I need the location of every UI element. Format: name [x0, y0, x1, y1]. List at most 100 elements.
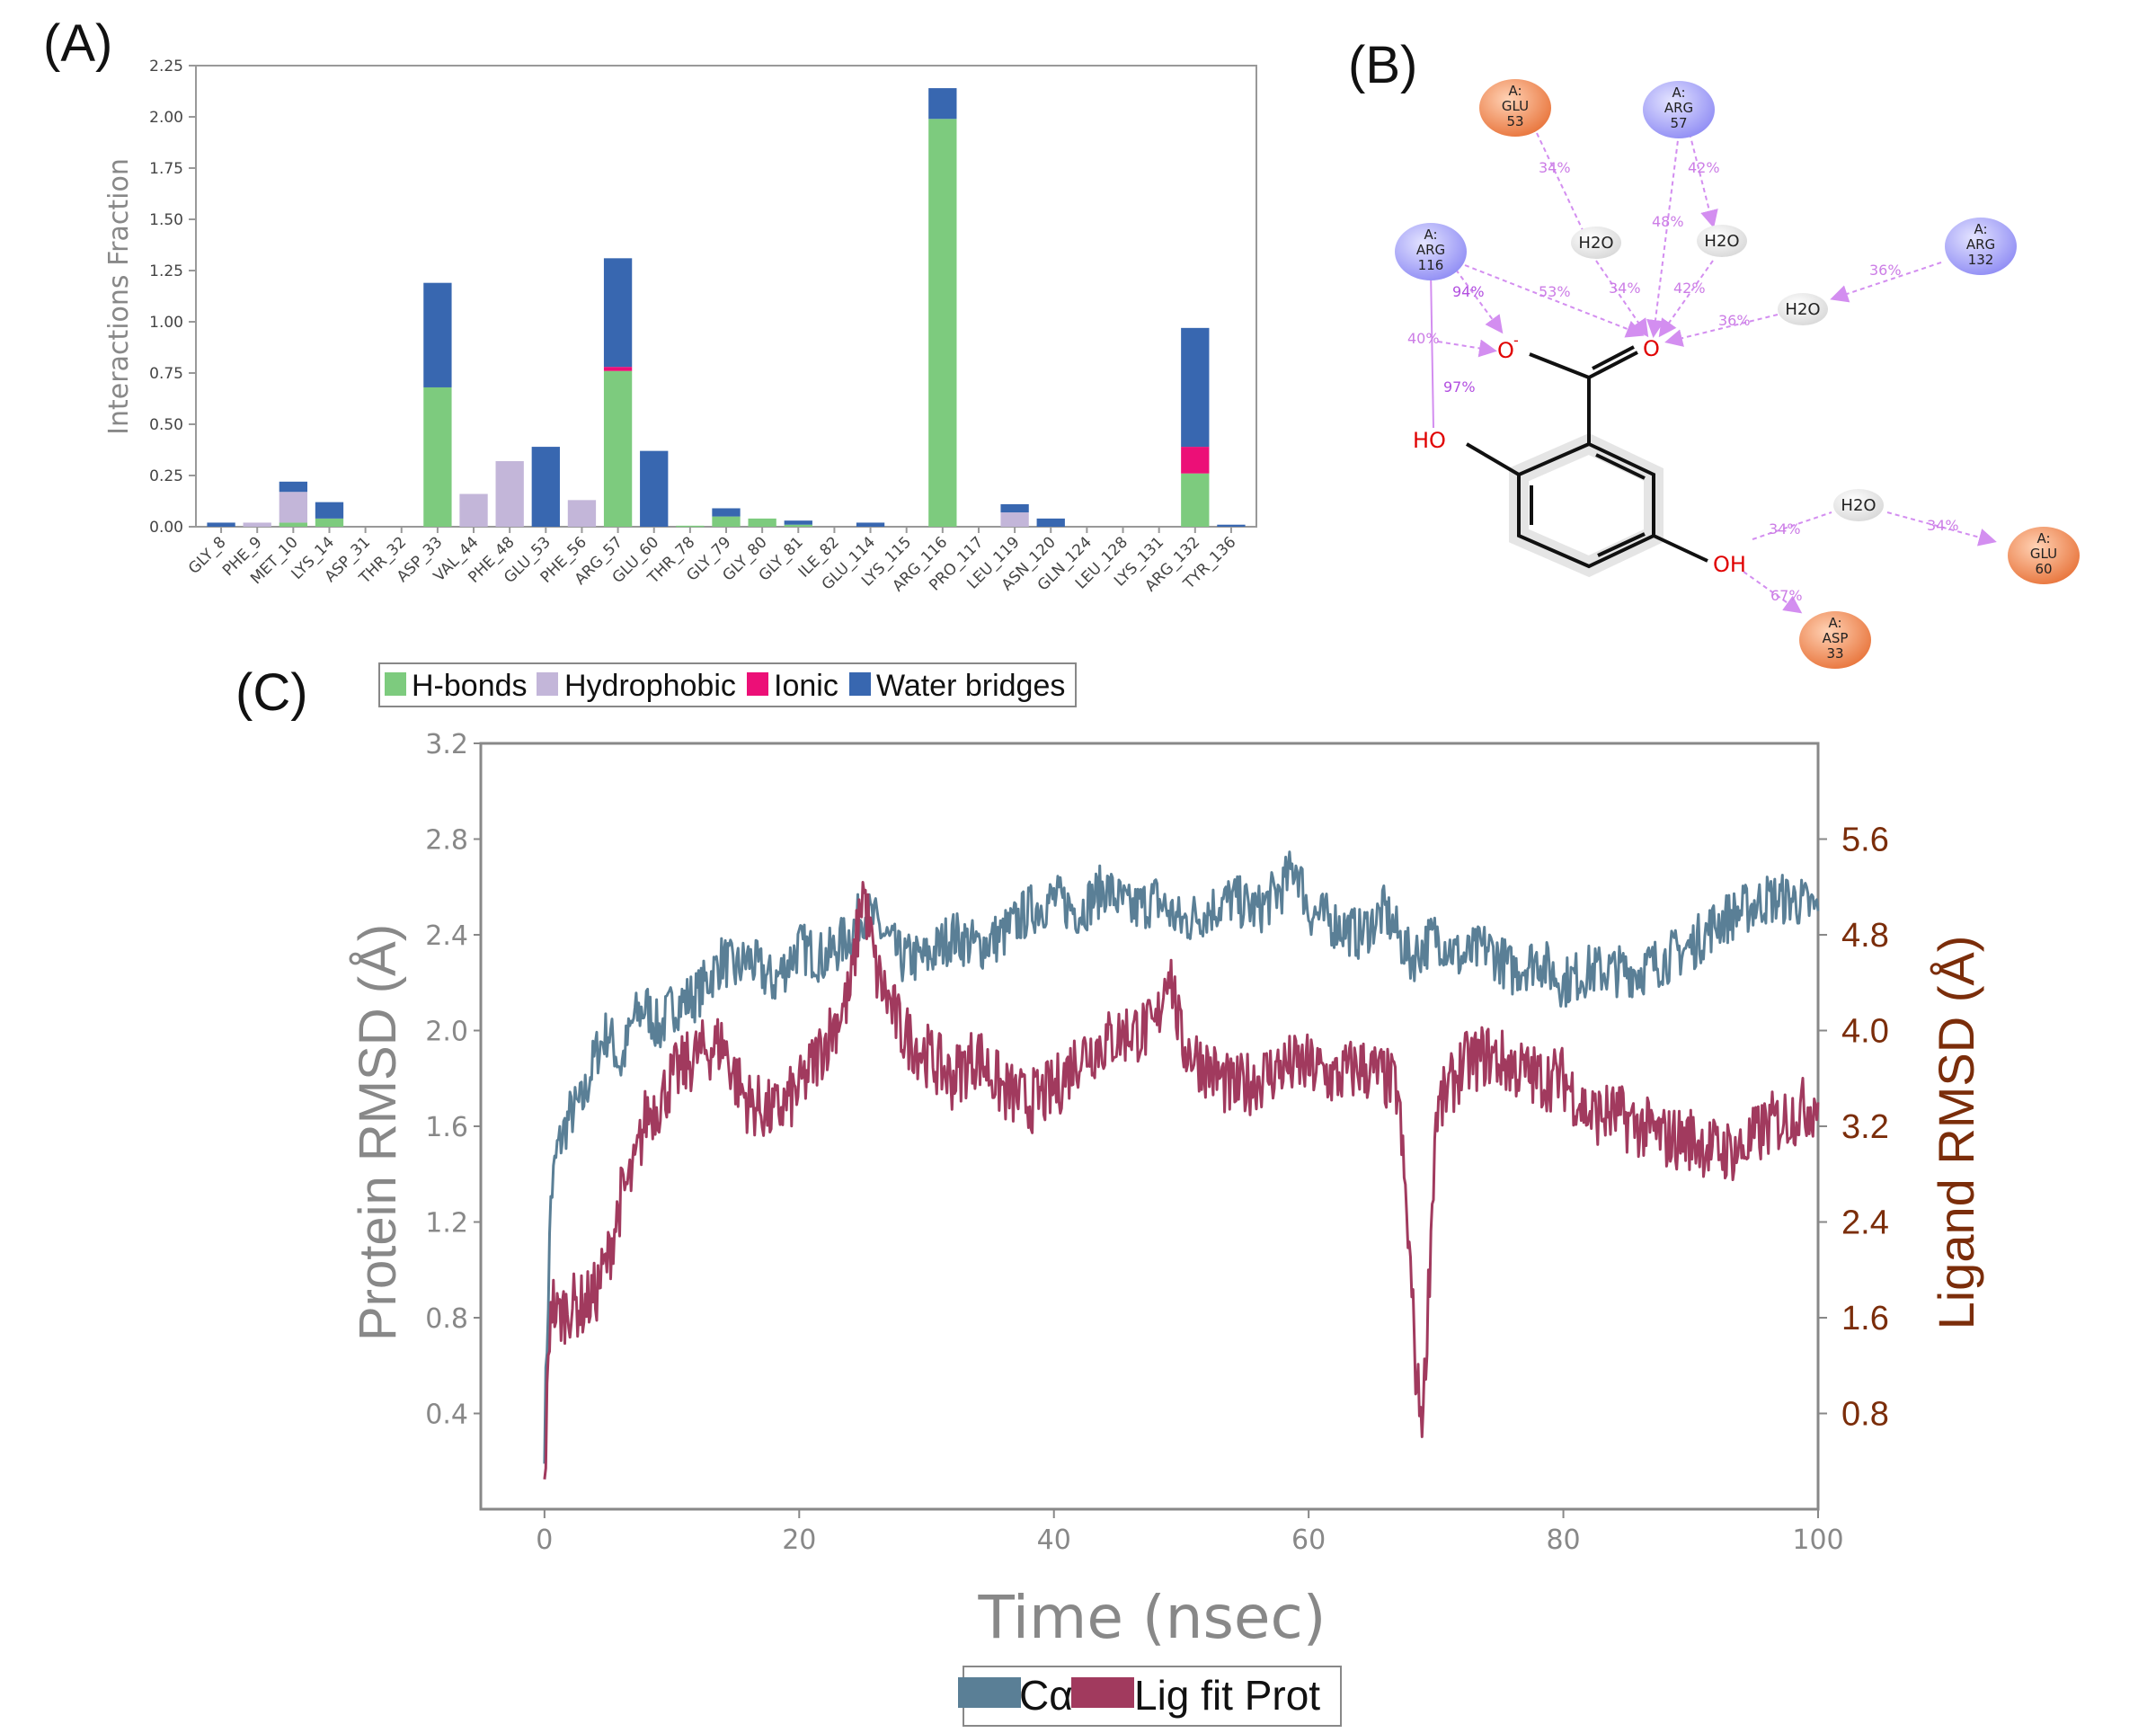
y-tick-label-a: 1.75 — [149, 160, 183, 178]
ligand-structure — [1465, 345, 1708, 578]
legend-label-hbonds: H-bonds — [412, 669, 528, 703]
legend-a: H-bonds Hydrophobic Ionic Water bridges — [378, 662, 1077, 707]
bar-segment — [603, 370, 633, 527]
legend-swatch-lig — [1071, 1677, 1134, 1708]
bar-segment — [1181, 327, 1210, 448]
water-node: H2O — [1697, 225, 1747, 257]
y-tick-label-a: 0.00 — [149, 519, 183, 537]
x-axis-title-c: Time (nsec) — [977, 1583, 1326, 1652]
contact-arg57-water2 — [1689, 132, 1718, 228]
contact-lines — [1437, 132, 1997, 614]
c-o-bond — [1588, 351, 1638, 379]
atom-oh: OH — [1713, 552, 1746, 577]
bar-segment — [928, 119, 957, 527]
y-tick-label-c-left: 2.4 — [425, 920, 468, 952]
svg-text:A:: A: — [1974, 221, 1987, 237]
contact-arg116-ho — [1430, 269, 1434, 429]
bar-segment — [928, 88, 957, 120]
ring-double-bond-3 — [1597, 532, 1646, 557]
rmsd-line-chart: 0.4 0.8 1.2 1.6 2.0 2.4 2.8 3.2 0.8 1.6 2.4 3.2 4.0… — [349, 729, 1984, 1727]
x-tick-label-c: 40 — [1037, 1524, 1071, 1556]
x-tick-label-c: 20 — [782, 1524, 816, 1556]
y-axis-title-c-left: Protein RMSD (Å) — [349, 924, 407, 1341]
water-node: H2O — [1778, 293, 1828, 325]
bars-a — [207, 88, 1246, 528]
y-tick-label-a: 2.25 — [149, 58, 183, 76]
bar-segment — [1217, 524, 1246, 527]
atom-o: O — [1643, 336, 1660, 361]
svg-text:A:: A: — [2036, 530, 2050, 547]
y-tick-label-a: 0.50 — [149, 416, 183, 434]
bar-segment — [748, 518, 776, 527]
y-axis-title-a: Interactions Fraction — [103, 158, 135, 435]
contact-glu53-water1 — [1536, 132, 1584, 233]
residue-arg57: A: ARG 57 — [1643, 81, 1715, 138]
legend-swatch-ca — [958, 1677, 1021, 1708]
y-axis-a: 0.00 0.25 0.50 0.75 1.00 1.25 1.50 1.75 2.00 2.25 — [149, 58, 196, 537]
residue-arg116: A: ARG 116 — [1395, 223, 1467, 280]
svg-text:H2O: H2O — [1785, 300, 1820, 319]
y-tick-label-c-right: 4.8 — [1841, 917, 1889, 955]
pct-label: 36% — [1718, 312, 1751, 329]
y-axis-c-right: 0.8 1.6 2.4 3.2 4.0 4.8 5.6 — [1818, 822, 1889, 1434]
svg-text:H2O: H2O — [1578, 234, 1613, 253]
c-ominus-bond — [1529, 352, 1590, 379]
bar-segment — [603, 367, 633, 371]
y-axis-c-left: 0.4 0.8 1.2 1.6 2.0 2.4 2.8 3.2 — [425, 729, 481, 1431]
contact-oh-water4 — [1752, 511, 1832, 540]
bar-segment — [459, 493, 488, 527]
y-tick-label-c-left: 3.2 — [425, 729, 468, 760]
ligand-ring-shadow — [1509, 432, 1664, 578]
y-axis-title-c-right: Ligand RMSD (Å) — [1928, 936, 1984, 1330]
bar-segment — [784, 520, 812, 525]
svg-text:A:: A: — [1672, 84, 1685, 101]
bar-segment — [567, 500, 597, 527]
svg-text:33: 33 — [1826, 645, 1843, 662]
bar-segment — [243, 522, 271, 527]
pct-label: 42% — [1688, 159, 1720, 176]
c-ho-bond — [1465, 442, 1521, 476]
bar-segment — [531, 447, 560, 527]
y-tick-label-c-right: 5.6 — [1841, 822, 1889, 859]
ring-double-bond-2 — [1595, 453, 1646, 480]
bar-segment — [423, 282, 452, 387]
panel-label-c: (C) — [235, 663, 308, 722]
svg-text:ARG: ARG — [1664, 100, 1693, 116]
bar-segment — [784, 524, 812, 527]
y-tick-label-a: 0.25 — [149, 467, 183, 485]
svg-text:132: 132 — [1968, 252, 1994, 268]
contact-water4-glu60 — [1886, 511, 1997, 547]
legend-swatch-ionic — [747, 672, 768, 696]
pct-label: 34% — [1769, 520, 1801, 538]
bar-segment — [279, 522, 307, 527]
svg-text:116: 116 — [1418, 257, 1444, 273]
bar-segment — [603, 258, 633, 368]
x-tick-label-c: 80 — [1546, 1524, 1580, 1556]
y-tick-label-c-right: 1.6 — [1841, 1300, 1889, 1338]
bar-segment — [1181, 473, 1210, 527]
bar-segment — [640, 450, 669, 527]
contact-arg57-o — [1646, 132, 1680, 338]
contact-arg116-o — [1464, 264, 1645, 338]
contact-water1-o — [1595, 260, 1649, 338]
y-tick-label-a: 0.75 — [149, 365, 183, 383]
y-tick-label-a: 1.50 — [149, 211, 183, 229]
pct-label: 34% — [1927, 517, 1959, 534]
svg-text:GLU: GLU — [1502, 98, 1529, 114]
bar-segment — [1181, 447, 1210, 474]
svg-text:ARG: ARG — [1966, 236, 1995, 253]
contact-ho-ominus — [1437, 339, 1497, 358]
rmsd-lines — [543, 850, 1820, 1480]
residue-asp33: A: ASP 33 — [1799, 611, 1871, 669]
pct-label: 48% — [1652, 213, 1684, 230]
legend-label-ionic: Ionic — [774, 669, 838, 703]
x-tick-label-c: 0 — [536, 1524, 553, 1556]
legend-label-lig: Lig fit Prot — [1134, 1672, 1320, 1719]
y-tick-label-c-left: 2.0 — [425, 1017, 468, 1048]
ligand-interaction-diagram: O - O HO OH 34% 42% 48% 34% 42% 94% 53% … — [1395, 79, 2080, 669]
bar-segment — [315, 502, 344, 519]
svg-text:A:: A: — [1508, 83, 1522, 99]
residue-glu60: A: GLU 60 — [2008, 527, 2080, 584]
y-tick-label-c-left: 1.2 — [425, 1208, 468, 1240]
legend-label-ca: Cα — [1019, 1672, 1073, 1719]
